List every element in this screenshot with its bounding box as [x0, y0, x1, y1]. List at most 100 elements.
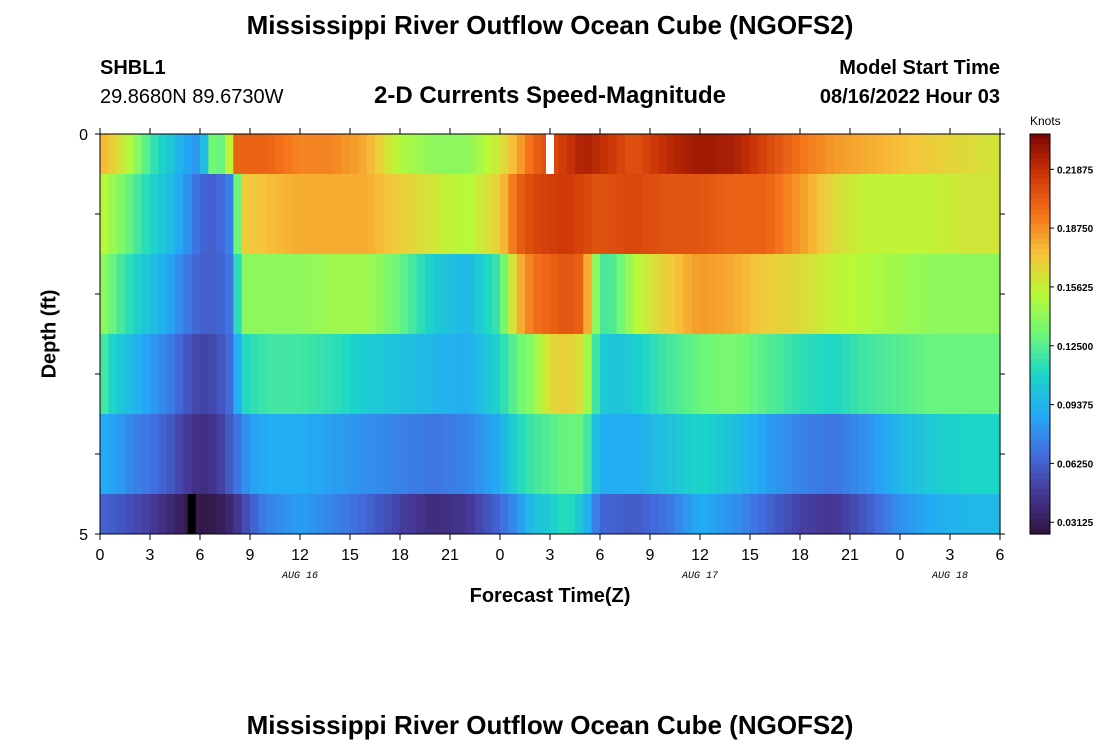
heatmap-cell — [350, 414, 359, 494]
station-id: SHBL1 — [100, 57, 166, 79]
heatmap-cell — [475, 334, 484, 414]
heatmap-cell — [766, 414, 776, 494]
heatmap-cell — [400, 134, 409, 174]
heatmap-cell — [966, 134, 976, 174]
heatmap-cell — [716, 334, 726, 414]
heatmap-cell — [808, 254, 818, 334]
heatmap-cell — [883, 134, 893, 174]
colorbar-tick-label: 0.21875 — [1057, 165, 1094, 176]
heatmap-cell — [375, 334, 384, 414]
heatmap-cell — [416, 174, 426, 254]
heatmap-cell — [900, 254, 909, 334]
colorbar-segment — [1030, 294, 1050, 300]
chart-title: Mississippi River Outflow Ocean Cube (NG… — [246, 10, 854, 40]
heatmap-cell — [425, 134, 434, 174]
heatmap-cell — [650, 494, 659, 534]
colorbar-segment — [1030, 374, 1050, 380]
heatmap-cell — [733, 334, 743, 414]
colorbar-segment — [1030, 314, 1050, 320]
heatmap-cell — [300, 254, 309, 334]
heatmap-cell — [316, 174, 326, 254]
heatmap-cell — [966, 414, 976, 494]
x-tick-label: 12 — [291, 547, 309, 564]
heatmap-cell — [141, 254, 151, 334]
heatmap-cell — [658, 254, 668, 334]
heatmap-cell — [808, 174, 818, 254]
heatmap-cell — [675, 494, 684, 534]
colorbar-segment — [1030, 269, 1050, 275]
heatmap-cell — [325, 494, 334, 534]
heatmap-cell — [600, 254, 609, 334]
heatmap-cell — [283, 254, 293, 334]
heatmap-cell — [516, 494, 526, 534]
heatmap-cell — [975, 254, 984, 334]
heatmap-cell — [533, 414, 543, 494]
heatmap-cell — [391, 414, 401, 494]
data-marker — [187, 494, 196, 534]
heatmap-cell — [666, 494, 676, 534]
heatmap-cell — [441, 134, 451, 174]
heatmap-cell — [458, 254, 468, 334]
heatmap-cell — [925, 254, 934, 334]
heatmap-cell — [691, 174, 701, 254]
date-label: AUG 17 — [681, 571, 718, 582]
heatmap-cell — [316, 494, 326, 534]
heatmap-cell — [366, 334, 376, 414]
heatmap-cell — [966, 254, 976, 334]
heatmap-cell — [308, 134, 318, 174]
heatmap-cell — [225, 494, 234, 534]
missing-data-markers — [187, 134, 554, 534]
heatmap-cell — [175, 174, 184, 254]
colorbar-segment — [1030, 329, 1050, 335]
colorbar-segment — [1030, 149, 1050, 155]
heatmap-cell — [533, 334, 543, 414]
colorbar-segment — [1030, 214, 1050, 220]
heatmap-cell — [216, 494, 226, 534]
heatmap-cell — [291, 174, 301, 254]
heatmap-cell — [750, 414, 759, 494]
heatmap-cell — [441, 174, 451, 254]
heatmap-cell — [558, 414, 568, 494]
heatmap-cell — [441, 494, 451, 534]
heatmap-cell — [258, 254, 268, 334]
heatmap-cell — [175, 494, 184, 534]
heatmap-cell — [441, 254, 451, 334]
heatmap-cell — [433, 494, 443, 534]
heatmap-cell — [266, 414, 276, 494]
heatmap-cell — [841, 414, 851, 494]
heatmap-cell — [966, 334, 976, 414]
heatmap-cell — [333, 414, 343, 494]
heatmap-cell — [158, 134, 168, 174]
colorbar-segment — [1030, 404, 1050, 410]
heatmap-cell — [716, 414, 726, 494]
x-tick-label: 6 — [996, 547, 1005, 564]
heatmap-cell — [500, 494, 509, 534]
heatmap-cell — [583, 254, 593, 334]
heatmap-cell — [775, 494, 784, 534]
heatmap-cell — [408, 254, 418, 334]
heatmap-cell — [933, 254, 943, 334]
heatmap-cell — [833, 134, 843, 174]
heatmap-cell — [825, 414, 834, 494]
colorbar-segment — [1030, 399, 1050, 405]
heatmap-cell — [141, 334, 151, 414]
heatmap-cell — [391, 134, 401, 174]
heatmap-cell — [166, 494, 176, 534]
heatmap-cell — [708, 174, 718, 254]
heatmap-cell — [958, 254, 968, 334]
colorbar-segment — [1030, 499, 1050, 505]
heatmap-cell — [216, 254, 226, 334]
heatmap-cell — [966, 174, 976, 254]
heatmap-cell — [150, 254, 159, 334]
heatmap-cell — [325, 334, 334, 414]
heatmap-cell — [516, 414, 526, 494]
heatmap-cell — [891, 494, 901, 534]
heatmap-cell — [483, 254, 493, 334]
heatmap-cell — [958, 174, 968, 254]
heatmap-cell — [941, 414, 951, 494]
heatmap-cell — [850, 174, 859, 254]
heatmap-cell — [475, 174, 484, 254]
heatmap-cell — [433, 174, 443, 254]
colorbar-segment — [1030, 259, 1050, 265]
x-tick-label: 18 — [391, 547, 409, 564]
